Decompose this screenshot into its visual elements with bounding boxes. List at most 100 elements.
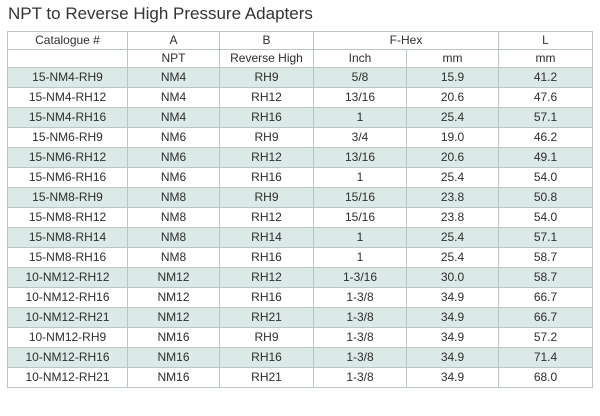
reverse-high-cell: RH12 [219, 87, 314, 108]
fhex-mm-cell: 23.8 [405, 207, 500, 228]
reverse-high-cell: RH12 [219, 267, 314, 288]
fhex-inch-cell: 15/16 [313, 187, 407, 208]
reverse-high-cell: RH16 [219, 167, 314, 188]
fhex-inch-cell: 13/16 [313, 87, 407, 108]
fhex-mm-cell: 34.9 [405, 287, 500, 308]
npt-cell: NM6 [127, 147, 220, 168]
page-title: NPT to Reverse High Pressure Adapters [8, 4, 313, 23]
fhex-mm-cell: 25.4 [405, 167, 500, 188]
table-row: 10-NM12-RH16 NM12 RH16 1-3/8 34.9 66.7 [7, 287, 594, 308]
npt-cell: NM8 [127, 207, 220, 228]
fhex-mm-cell: 20.6 [405, 87, 500, 108]
catalogue-cell: 15-NM6-RH16 [7, 167, 128, 188]
npt-cell: NM4 [127, 67, 220, 88]
catalogue-cell: 10-NM12-RH16 [7, 347, 128, 368]
fhex-mm-cell: 34.9 [405, 307, 500, 328]
header-fhex: F-Hex [312, 31, 500, 50]
header-b: B [219, 31, 314, 50]
table-row: 15-NM8-RH12 NM8 RH12 15/16 23.8 54.0 [7, 207, 594, 228]
fhex-inch-cell: 3/4 [313, 127, 407, 148]
reverse-high-cell: RH9 [219, 327, 314, 348]
fhex-mm-cell: 30.0 [405, 267, 500, 288]
reverse-high-cell: RH14 [219, 227, 314, 248]
header-l-sub: mm [498, 49, 594, 68]
reverse-high-cell: RH21 [219, 367, 314, 388]
fhex-mm-cell: 34.9 [405, 367, 500, 388]
adapters-table: Catalogue # A B F-Hex L NPT Reverse High… [7, 31, 594, 388]
fhex-inch-cell: 1 [313, 227, 407, 248]
length-cell: 54.0 [498, 167, 594, 188]
table-row: 15-NM8-RH16 NM8 RH16 1 25.4 58.7 [7, 247, 594, 268]
table-row: 15-NM8-RH9 NM8 RH9 15/16 23.8 50.8 [7, 187, 594, 208]
reverse-high-cell: RH16 [219, 247, 314, 268]
catalogue-cell: 15-NM8-RH16 [7, 247, 128, 268]
fhex-inch-cell: 1-3/8 [313, 367, 407, 388]
catalogue-cell: 10-NM12-RH21 [7, 307, 128, 328]
catalogue-cell: 15-NM4-RH16 [7, 107, 128, 128]
fhex-mm-cell: 34.9 [405, 347, 500, 368]
reverse-high-cell: RH16 [219, 107, 314, 128]
catalogue-cell: 15-NM6-RH12 [7, 147, 128, 168]
table-row: 10-NM12-RH21 NM16 RH21 1-3/8 34.9 68.0 [7, 367, 594, 388]
table-row: 15-NM8-RH14 NM8 RH14 1 25.4 57.1 [7, 227, 594, 248]
npt-cell: NM8 [127, 227, 220, 248]
header-l: L [498, 31, 594, 50]
catalogue-cell: 10-NM12-RH21 [7, 367, 128, 388]
reverse-high-cell: RH12 [219, 207, 314, 228]
length-cell: 46.2 [498, 127, 594, 148]
length-cell: 58.7 [498, 247, 594, 268]
length-cell: 41.2 [498, 67, 594, 88]
fhex-mm-cell: 25.4 [405, 227, 500, 248]
fhex-inch-cell: 5/8 [313, 67, 407, 88]
npt-cell: NM4 [127, 107, 220, 128]
fhex-inch-cell: 1-3/8 [313, 307, 407, 328]
catalogue-cell: 15-NM8-RH12 [7, 207, 128, 228]
length-cell: 47.6 [498, 87, 594, 108]
npt-cell: NM16 [127, 327, 220, 348]
reverse-high-cell: RH9 [219, 127, 314, 148]
npt-cell: NM16 [127, 367, 220, 388]
length-cell: 49.1 [498, 147, 594, 168]
length-cell: 57.1 [498, 107, 594, 128]
header-a-sub: NPT [127, 49, 220, 68]
npt-cell: NM4 [127, 87, 220, 108]
npt-cell: NM12 [127, 307, 220, 328]
table-row: 15-NM6-RH12 NM6 RH12 13/16 20.6 49.1 [7, 147, 594, 168]
catalogue-cell: 10-NM12-RH12 [7, 267, 128, 288]
fhex-inch-cell: 13/16 [313, 147, 407, 168]
reverse-high-cell: RH9 [219, 67, 314, 88]
fhex-mm-cell: 20.6 [405, 147, 500, 168]
length-cell: 71.4 [498, 347, 594, 368]
table-row: 15-NM6-RH16 NM6 RH16 1 25.4 54.0 [7, 167, 594, 188]
fhex-mm-cell: 23.8 [405, 187, 500, 208]
table-row: 10-NM12-RH16 NM16 RH16 1-3/8 34.9 71.4 [7, 347, 594, 368]
fhex-mm-cell: 34.9 [405, 327, 500, 348]
fhex-mm-cell: 25.4 [405, 247, 500, 268]
npt-cell: NM12 [127, 287, 220, 308]
catalogue-cell: 10-NM12-RH16 [7, 287, 128, 308]
fhex-inch-cell: 1 [313, 247, 407, 268]
fhex-inch-cell: 1 [313, 167, 407, 188]
header-catalogue-sub [7, 49, 128, 68]
table-row: 10-NM12-RH9 NM16 RH9 1-3/8 34.9 57.2 [7, 327, 594, 348]
header-fhex-mm: mm [405, 49, 500, 68]
table-row: 10-NM12-RH12 NM12 RH12 1-3/16 30.0 58.7 [7, 267, 594, 288]
table-row: 15-NM6-RH9 NM6 RH9 3/4 19.0 46.2 [7, 127, 594, 148]
length-cell: 54.0 [498, 207, 594, 228]
table-row: 15-NM4-RH16 NM4 RH16 1 25.4 57.1 [7, 107, 594, 128]
reverse-high-cell: RH16 [219, 347, 314, 368]
catalogue-cell: 15-NM4-RH12 [7, 87, 128, 108]
fhex-inch-cell: 1-3/8 [313, 327, 407, 348]
fhex-mm-cell: 15.9 [405, 67, 500, 88]
reverse-high-cell: RH16 [219, 287, 314, 308]
length-cell: 66.7 [498, 307, 594, 328]
fhex-inch-cell: 15/16 [313, 207, 407, 228]
fhex-inch-cell: 1-3/8 [313, 287, 407, 308]
catalogue-cell: 10-NM12-RH9 [7, 327, 128, 348]
npt-cell: NM16 [127, 347, 220, 368]
header-a: A [127, 31, 220, 50]
catalogue-cell: 15-NM6-RH9 [7, 127, 128, 148]
fhex-inch-cell: 1 [313, 107, 407, 128]
length-cell: 57.1 [498, 227, 594, 248]
reverse-high-cell: RH9 [219, 187, 314, 208]
